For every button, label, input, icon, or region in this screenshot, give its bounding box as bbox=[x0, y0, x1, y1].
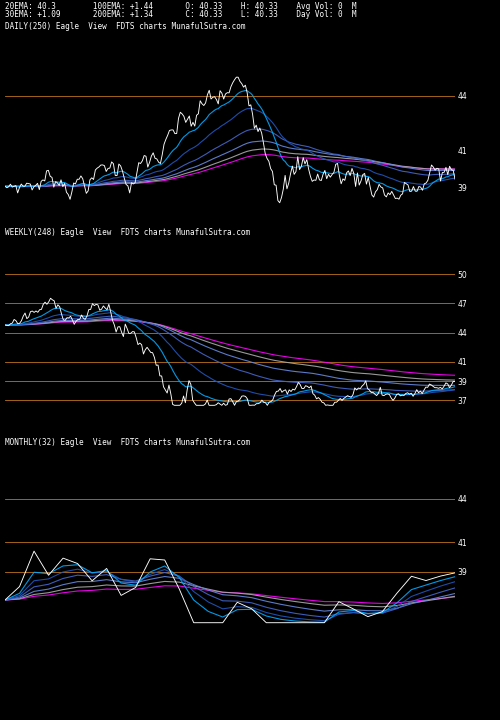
Text: DAILY(250) Eagle  View  FDTS charts MunafulSutra.com: DAILY(250) Eagle View FDTS charts Munafu… bbox=[5, 22, 246, 31]
Text: 20EMA: 40.3        100EMA: +1.44       O: 40.33    H: 40.33    Avg Vol: 0  M: 20EMA: 40.3 100EMA: +1.44 O: 40.33 H: 40… bbox=[5, 2, 356, 11]
Text: 30EMA: +1.09       200EMA: +1.34       C: 40.33    L: 40.33    Day Vol: 0  M: 30EMA: +1.09 200EMA: +1.34 C: 40.33 L: 4… bbox=[5, 10, 356, 19]
Text: MONTHLY(32) Eagle  View  FDTS charts MunafulSutra.com: MONTHLY(32) Eagle View FDTS charts Munaf… bbox=[5, 438, 250, 447]
Text: WEEKLY(248) Eagle  View  FDTS charts MunafulSutra.com: WEEKLY(248) Eagle View FDTS charts Munaf… bbox=[5, 228, 250, 237]
